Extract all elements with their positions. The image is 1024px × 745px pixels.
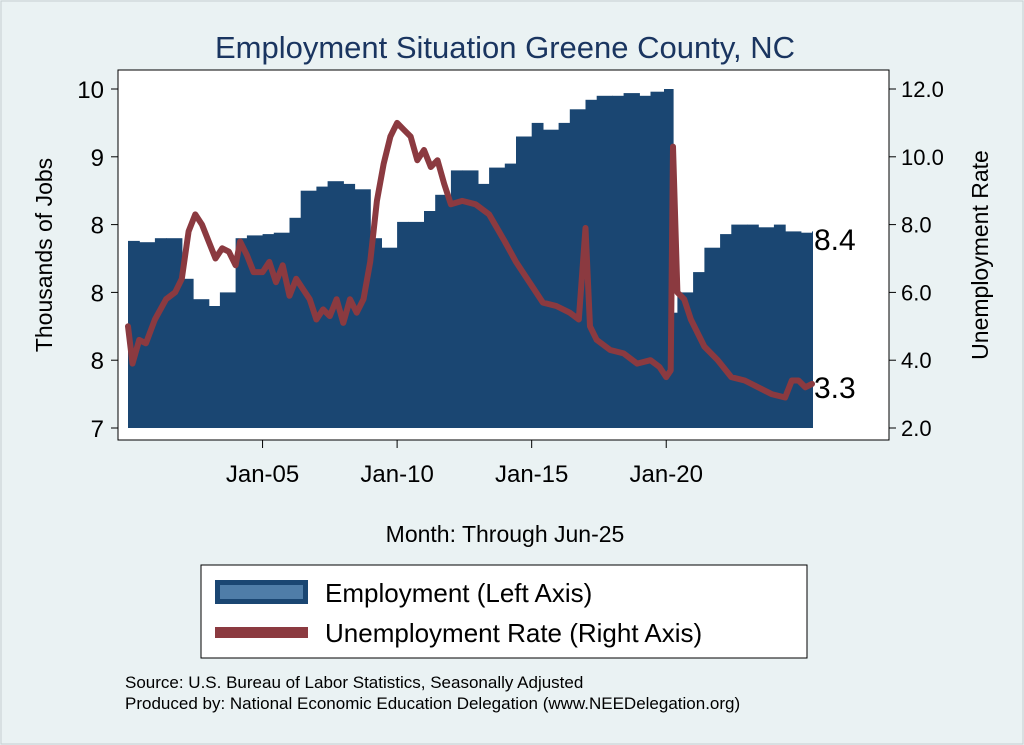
legend-employment-swatch-inner bbox=[220, 585, 303, 599]
employment-bar bbox=[397, 221, 409, 428]
employment-bar bbox=[758, 227, 775, 428]
legend: Employment (Left Axis) Unemployment Rate… bbox=[200, 564, 808, 659]
employment-bar bbox=[450, 170, 463, 428]
employment-bar bbox=[720, 234, 732, 428]
employment-bar bbox=[154, 238, 167, 428]
right-tick-label: 8.0 bbox=[901, 213, 932, 238]
employment-bar bbox=[435, 194, 452, 428]
left-tick-label: 7 bbox=[91, 416, 104, 443]
employment-bar bbox=[354, 189, 371, 428]
employment-bar bbox=[262, 234, 275, 428]
employment-bar bbox=[166, 238, 183, 428]
employment-bar bbox=[704, 247, 721, 428]
employment-bar bbox=[273, 232, 291, 428]
unemployment-end-label: 3.3 bbox=[814, 372, 856, 405]
left-axis-label: Thousands of Jobs bbox=[31, 158, 57, 352]
producer-line: Produced by: National Economic Education… bbox=[125, 694, 740, 713]
employment-end-label: 8.4 bbox=[814, 224, 856, 257]
legend-unemployment-swatch bbox=[215, 627, 308, 638]
employment-bar bbox=[812, 231, 813, 428]
right-axis-label: Unemployment Rate bbox=[967, 150, 993, 360]
employment-bar bbox=[650, 91, 665, 428]
x-tick-label: Jan-05 bbox=[226, 461, 299, 488]
employment-bar bbox=[462, 170, 479, 428]
employment-bar bbox=[731, 224, 748, 428]
employment-bar bbox=[193, 299, 210, 428]
employment-bar bbox=[800, 232, 813, 428]
left-tick-label: 8 bbox=[91, 213, 104, 240]
right-tick-label: 2.0 bbox=[901, 416, 932, 441]
employment-bar bbox=[370, 238, 382, 428]
employment-bar bbox=[489, 167, 506, 428]
employment-bar bbox=[504, 163, 517, 428]
employment-bar bbox=[585, 99, 598, 429]
left-tick-label: 10 bbox=[77, 77, 104, 104]
legend-unemployment-label: Unemployment Rate (Right Axis) bbox=[325, 618, 702, 648]
employment-bar bbox=[623, 93, 640, 428]
employment-bar bbox=[516, 136, 533, 428]
employment-bar bbox=[477, 183, 490, 428]
unemployment-line bbox=[125, 119, 815, 401]
employment-bar bbox=[542, 129, 560, 428]
employment-bar bbox=[677, 292, 694, 428]
legend-employment-label: Employment (Left Axis) bbox=[325, 578, 592, 608]
employment-bar bbox=[747, 224, 759, 428]
x-axis-label: Month: Through Jun-25 bbox=[386, 521, 625, 547]
employment-bar bbox=[612, 95, 625, 429]
left-tick-label: 8 bbox=[91, 348, 104, 375]
right-tick-label: 10.0 bbox=[901, 145, 944, 170]
x-tick-label: Jan-15 bbox=[495, 461, 568, 488]
employment-bar bbox=[219, 292, 237, 428]
right-tick-label: 6.0 bbox=[901, 280, 932, 305]
employment-bar bbox=[235, 238, 248, 428]
right-tick-label: 4.0 bbox=[901, 348, 932, 373]
employment-bar bbox=[381, 247, 398, 428]
employment-bar bbox=[639, 95, 652, 429]
employment-bar bbox=[558, 122, 571, 429]
employment-bar bbox=[569, 109, 587, 429]
x-tick-label: Jan-10 bbox=[360, 461, 433, 488]
x-axis: Jan-05 Jan-10 Jan-15 Jan-20 bbox=[226, 440, 703, 488]
chart-title: Employment Situation Greene County, NC bbox=[215, 30, 795, 65]
employment-bar bbox=[693, 272, 705, 428]
left-axis: 7 8 8 8 9 10 bbox=[77, 77, 118, 443]
left-tick-label: 8 bbox=[91, 280, 104, 307]
right-tick-label: 12.0 bbox=[901, 77, 944, 102]
right-axis: 2.0 4.0 6.0 8.0 10.0 12.0 bbox=[889, 77, 944, 441]
employment-bar bbox=[408, 221, 425, 428]
employment-bar bbox=[664, 89, 674, 428]
left-tick-label: 9 bbox=[91, 145, 104, 172]
employment-bar bbox=[424, 211, 436, 428]
employment-bar bbox=[128, 240, 140, 428]
employment-bar bbox=[289, 217, 302, 428]
employment-bar bbox=[181, 278, 194, 428]
source-line: Source: U.S. Bureau of Labor Statistics,… bbox=[125, 673, 583, 692]
employment-bar bbox=[531, 122, 544, 429]
employment-bar bbox=[300, 190, 317, 428]
unemployment-line-group bbox=[125, 119, 815, 401]
employment-bar bbox=[208, 306, 221, 428]
employment-bar bbox=[673, 312, 679, 428]
x-tick-label: Jan-20 bbox=[630, 461, 703, 488]
employment-bar bbox=[596, 95, 613, 429]
employment-bar bbox=[246, 235, 264, 428]
employment-bar bbox=[773, 224, 786, 428]
